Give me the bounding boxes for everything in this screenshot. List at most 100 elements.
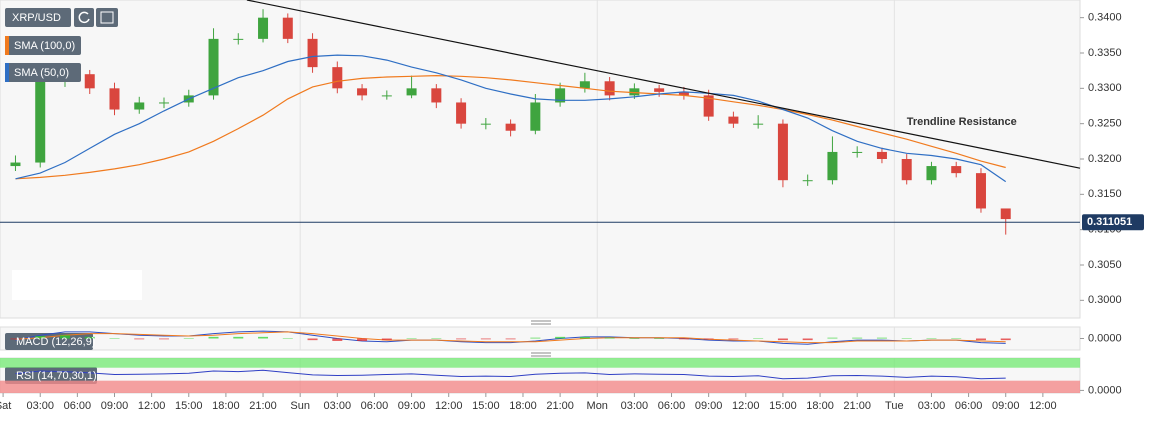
candle-body	[654, 88, 665, 92]
panel-title: MACD (12,26,9)	[16, 336, 95, 348]
macd-histogram	[802, 338, 813, 341]
candle-body	[208, 38, 219, 96]
y-tick-label: 0.3050	[1088, 259, 1122, 271]
candle-body	[852, 151, 863, 153]
candle-body	[975, 173, 986, 209]
macd-histogram	[852, 337, 863, 339]
refresh-icon	[78, 11, 90, 24]
x-tick-label: 21:00	[843, 400, 871, 412]
sma-line	[15, 74, 1006, 180]
annotation: Trendline Resistance	[907, 116, 1017, 128]
x-tick-label: 06:00	[64, 400, 92, 412]
candle-body	[233, 38, 244, 40]
candle-body	[406, 88, 417, 96]
x-tick-label: 09:00	[101, 400, 129, 412]
macd-histogram	[84, 336, 95, 339]
sma-line	[15, 54, 1007, 183]
macd-line	[15, 331, 1006, 344]
candle-body	[35, 81, 46, 163]
macd-histogram	[728, 338, 739, 340]
x-tick-label: 15:00	[769, 400, 797, 412]
macd-histogram	[1000, 338, 1011, 341]
candle-body	[282, 17, 293, 39]
candle-body	[258, 17, 269, 39]
macd-histogram	[59, 335, 70, 339]
refresh-button[interactable]	[74, 8, 94, 27]
x-tick-label: 03:00	[26, 400, 54, 412]
macd-histogram	[208, 336, 219, 339]
x-tick-label: 03:00	[621, 400, 649, 412]
x-tick-label: 18:00	[806, 400, 834, 412]
macd-histogram	[258, 336, 269, 339]
candle-body	[159, 102, 170, 104]
x-tick-label: 06:00	[361, 400, 389, 412]
y-tick-label: 0.3150	[1088, 188, 1122, 200]
blank-box	[12, 270, 142, 300]
macd-histogram	[876, 337, 887, 339]
legend-swatch	[5, 36, 9, 55]
panel-title-box	[5, 333, 93, 350]
macd-histogram	[555, 336, 566, 339]
candle-body	[678, 91, 689, 96]
candle-body	[10, 162, 21, 167]
y-tick-label: 0.0000	[1088, 384, 1122, 396]
rsi-line	[15, 369, 1006, 380]
x-tick-label: Sat	[0, 400, 11, 412]
rsi-band	[0, 380, 1080, 393]
macd-histogram	[951, 338, 962, 339]
macd-histogram	[629, 338, 640, 339]
panel-title: RSI (14,70,30,1)	[16, 370, 97, 382]
last-price-box	[1082, 214, 1144, 231]
macd-histogram	[159, 338, 170, 340]
y-tick-label: 0.3400	[1088, 12, 1122, 24]
candle-body	[456, 102, 467, 124]
candle-body	[753, 123, 764, 125]
y-tick-label: 0.3350	[1088, 47, 1122, 59]
x-tick-label: 03:00	[324, 400, 352, 412]
candle-body	[1000, 208, 1011, 220]
legend: SMA (100,0) SMA (50,0)	[5, 36, 81, 82]
candle-body	[307, 38, 318, 68]
candle-body	[876, 151, 887, 159]
macd-histogram	[109, 338, 120, 339]
macd-histogram	[654, 338, 665, 339]
candle-body	[728, 116, 739, 124]
candle-body	[84, 74, 95, 89]
x-tick-label: 12:00	[1029, 400, 1057, 412]
x-tick-label: Mon	[587, 400, 608, 412]
candle-body	[381, 95, 392, 97]
x-tick-label: 12:00	[732, 400, 760, 412]
y-tick-label: 0.3250	[1088, 118, 1122, 130]
macd-histogram	[456, 338, 467, 340]
macd-histogram	[307, 338, 318, 341]
x-tick-label: Tue	[885, 400, 904, 412]
candle-body	[134, 102, 145, 110]
legend-swatch	[5, 63, 9, 82]
macd-histogram	[332, 338, 343, 341]
calendar-button[interactable]	[96, 8, 118, 27]
x-tick-label: Sun	[290, 400, 310, 412]
macd-histogram	[901, 338, 912, 339]
candle-body	[530, 102, 541, 131]
toolbar[interactable]: XRP/USD	[5, 8, 118, 27]
panel-handles	[531, 320, 551, 357]
candle-body	[926, 166, 937, 181]
candle-body	[357, 88, 368, 96]
candle-body	[505, 123, 516, 131]
candle-body	[332, 67, 343, 89]
candle-body	[827, 151, 838, 181]
candle-body	[901, 159, 912, 181]
plot-layer: Sat 03:00 06:00 09:00 12:00 15:00 18:00 21:00 Su…	[0, 0, 1144, 412]
symbol[interactable]: XRP/USD	[12, 12, 61, 24]
macd-histogram	[975, 338, 986, 341]
candle-body	[604, 81, 615, 96]
x-tick-label: 09:00	[695, 400, 723, 412]
last-price-label: 0.311051	[1087, 216, 1132, 228]
macd-histogram	[926, 338, 937, 339]
symbol-box[interactable]	[5, 8, 71, 27]
x-tick-label: 21:00	[546, 400, 574, 412]
macd-histogram	[381, 338, 392, 341]
x-tick-label: 12:00	[435, 400, 463, 412]
x-tick-label: 18:00	[509, 400, 537, 412]
